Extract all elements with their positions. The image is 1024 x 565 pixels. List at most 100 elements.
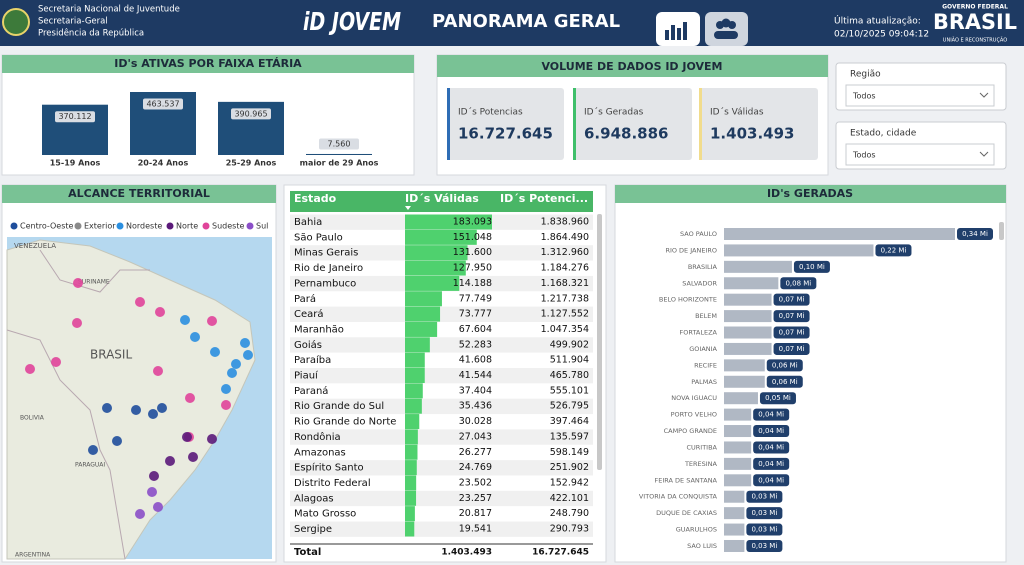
- map-point[interactable]: [112, 436, 122, 446]
- map-point[interactable]: [240, 338, 250, 348]
- map-point[interactable]: [135, 509, 145, 519]
- cell-potential: 1.168.321: [541, 278, 589, 289]
- category-label: 20-24 Anos: [138, 159, 189, 168]
- dropdown-value: Todos: [852, 151, 876, 160]
- legend-label: Nordeste: [126, 222, 162, 231]
- city-label: SAO LUIS: [687, 542, 717, 550]
- chart-icon: [665, 22, 687, 40]
- map-point[interactable]: [88, 445, 98, 455]
- value-pill: [766, 359, 803, 372]
- map-point[interactable]: [157, 403, 167, 413]
- bar: [724, 375, 765, 388]
- bar: [724, 490, 745, 503]
- dropdown[interactable]: [845, 143, 995, 166]
- map-point[interactable]: [72, 318, 82, 328]
- cell-state: Piauí: [294, 370, 319, 382]
- chevron: [979, 92, 989, 98]
- map-point[interactable]: [148, 409, 158, 419]
- cell-valid: 41.608: [459, 355, 492, 366]
- cell-potential: 152.942: [550, 477, 589, 488]
- city-label: FORTALEZA: [680, 329, 718, 337]
- map-point[interactable]: [221, 384, 231, 394]
- cell-potential: 511.904: [550, 355, 589, 366]
- bar: [724, 523, 745, 536]
- data-bar: [405, 521, 415, 537]
- value-pill: [957, 228, 993, 240]
- cell-state: Paraíba: [294, 354, 331, 366]
- category-label: maior de 29 Anos: [300, 159, 379, 168]
- city-label: GOIANIA: [689, 345, 717, 353]
- map-point[interactable]: [25, 364, 35, 374]
- data-bar: [405, 383, 423, 399]
- map-point[interactable]: [243, 350, 253, 360]
- map-point[interactable]: [231, 359, 241, 369]
- data-bar: [405, 398, 422, 414]
- value-label: 0,07 Mi: [779, 329, 805, 337]
- total-value: 1.403.493: [441, 548, 492, 558]
- map-point[interactable]: [190, 332, 200, 342]
- total-label: Total: [294, 547, 321, 558]
- scrollbar[interactable]: [999, 222, 1004, 240]
- panel-header: [2, 185, 276, 203]
- org-line: Presidência da República: [38, 28, 144, 39]
- map-point[interactable]: [207, 434, 217, 444]
- bar: [724, 507, 745, 520]
- legend-dot: [10, 222, 18, 230]
- scrollbar[interactable]: [597, 214, 602, 470]
- value-pill: [773, 310, 810, 323]
- cell-valid: 114.188: [453, 278, 492, 289]
- table-body: Bahia 183.093 1.838.960 São Paulo 151.048 1.8…: [290, 214, 593, 537]
- map-point[interactable]: [102, 403, 112, 413]
- map-point[interactable]: [185, 393, 195, 403]
- map-label: ARGENTINA: [15, 552, 51, 559]
- cell-valid: 131.600: [453, 247, 492, 258]
- map-point[interactable]: [73, 278, 83, 288]
- cell-potential: 1.864.490: [541, 232, 589, 243]
- legend-label: Exterior: [84, 222, 116, 231]
- cell-valid: 41.544: [459, 370, 492, 381]
- map-point[interactable]: [51, 357, 61, 367]
- map-point[interactable]: [153, 366, 163, 376]
- kpi-accent: [573, 88, 576, 160]
- gov-slogan: UNIÃO E RECONSTRUÇÃO: [943, 37, 1007, 44]
- map-point[interactable]: [149, 471, 159, 481]
- map-point[interactable]: [147, 487, 157, 497]
- cell-potential: 290.793: [550, 524, 589, 535]
- map-point[interactable]: [165, 456, 175, 466]
- bar: [724, 326, 772, 339]
- city-label: BELEM: [695, 312, 717, 320]
- map-point[interactable]: [182, 432, 192, 442]
- value-label: 7.560: [328, 139, 351, 148]
- map-point[interactable]: [210, 347, 220, 357]
- cell-valid: 151.048: [453, 232, 492, 243]
- cell-potential: 135.597: [550, 431, 589, 442]
- bar: [724, 260, 792, 273]
- bar: [724, 392, 758, 405]
- map-point[interactable]: [131, 405, 141, 415]
- bar: [724, 342, 772, 355]
- map-point[interactable]: [188, 452, 198, 462]
- map-point[interactable]: [221, 400, 231, 410]
- panel-header: [437, 55, 828, 77]
- map-point[interactable]: [207, 316, 217, 326]
- map-point[interactable]: [227, 368, 237, 378]
- tab-people[interactable]: [705, 12, 748, 46]
- map-point[interactable]: [155, 307, 165, 317]
- cell-potential: 1.217.738: [541, 293, 589, 304]
- kpi-value: 6.948.886: [584, 125, 668, 143]
- legend-label: Sul: [256, 222, 268, 231]
- cell-state: Rio Grande do Sul: [294, 401, 384, 412]
- dropdown[interactable]: [845, 84, 995, 107]
- sort-arrow[interactable]: [405, 206, 411, 210]
- city-label: PALMAS: [691, 378, 717, 386]
- data-bar: [405, 490, 417, 506]
- city-label: VITORIA DA CONQUISTA: [639, 493, 718, 501]
- map-point[interactable]: [135, 297, 145, 307]
- map-point[interactable]: [153, 502, 163, 512]
- cell-potential: 422.101: [550, 493, 589, 504]
- value-label: 0,06 Mi: [772, 378, 798, 386]
- map-point[interactable]: [180, 315, 190, 325]
- cell-state: Rio Grande do Norte: [294, 417, 396, 428]
- kpi-value: 1.403.493: [710, 125, 794, 143]
